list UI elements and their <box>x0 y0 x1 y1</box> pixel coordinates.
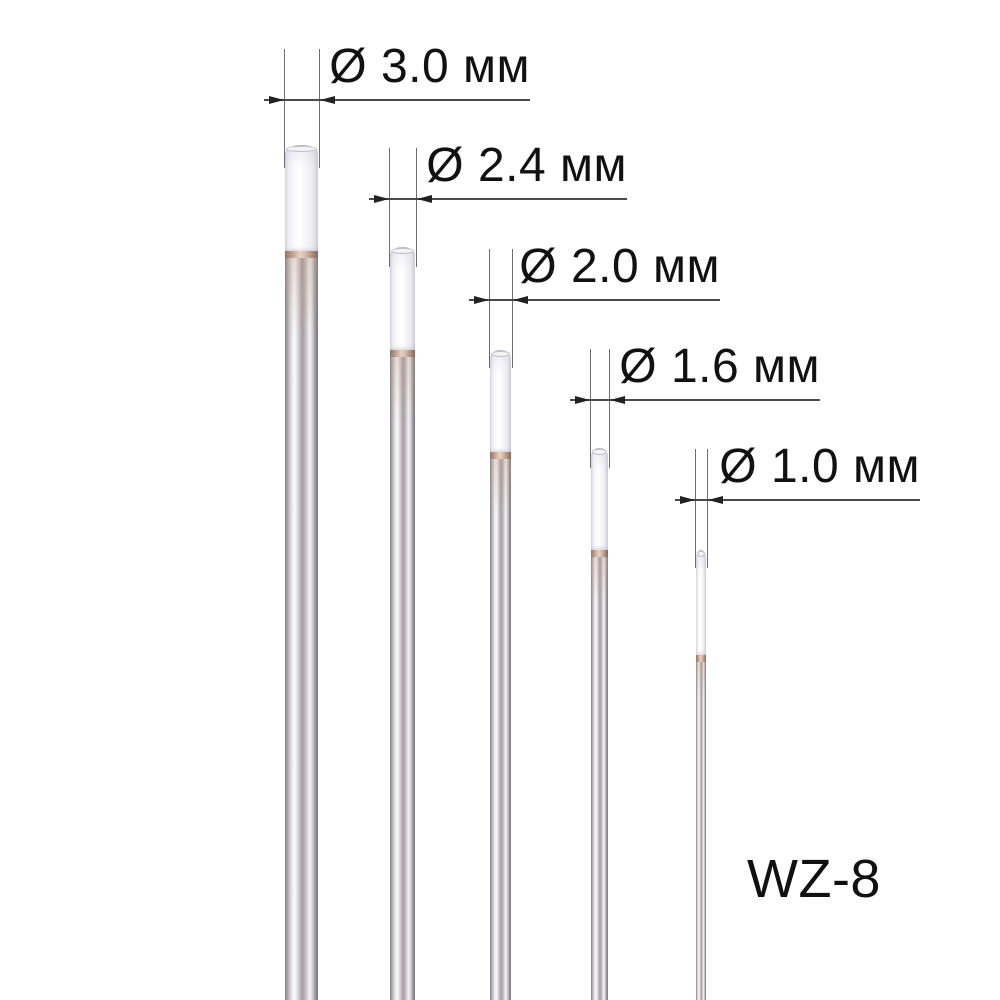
electrode-transition-band <box>489 452 511 459</box>
dimension-line <box>570 399 820 401</box>
extension-line-right <box>319 49 320 168</box>
dimension-arrow-left <box>474 296 489 304</box>
extension-line-left <box>695 449 696 568</box>
electrode-white-tip <box>284 145 318 251</box>
dimension-line <box>264 99 530 101</box>
extension-line-left <box>590 349 591 468</box>
electrode-metal-body <box>696 662 706 1000</box>
electrode-white-tip <box>696 550 706 655</box>
dimension-arrow-right <box>417 195 432 203</box>
electrode-tip-cap <box>285 146 317 152</box>
dimension-arrow-right <box>708 496 723 504</box>
electrode-tip-cap <box>697 551 705 557</box>
electrode-rod <box>284 145 318 1000</box>
dimension-arrow-right <box>610 396 625 404</box>
electrode-transition-band <box>389 350 415 357</box>
electrode-transition-band <box>284 251 318 258</box>
electrode-transition-band <box>590 550 608 557</box>
extension-line-right <box>512 249 513 368</box>
electrode-metal-body <box>284 258 318 1000</box>
dimension-label: Ø 2.0 мм <box>519 240 720 293</box>
model-label: WZ-8 <box>747 849 881 909</box>
dimension-arrow-left <box>374 195 389 203</box>
extension-line-right <box>416 148 417 267</box>
dimension-arrow-right <box>320 96 335 104</box>
electrode-white-tip <box>590 448 608 550</box>
electrode-transition-band <box>696 655 706 662</box>
dimension-arrow-left <box>680 496 695 504</box>
dimension-arrow-left <box>269 96 284 104</box>
dimension-label: Ø 2.4 мм <box>426 139 627 192</box>
extension-line-right <box>707 449 708 568</box>
dimension-line <box>469 299 720 301</box>
electrode-rod <box>389 247 415 1000</box>
electrode-metal-body <box>389 357 415 1000</box>
dimension-label: Ø 3.0 мм <box>329 40 530 93</box>
dimension-arrow-left <box>575 396 590 404</box>
extension-line-right <box>609 349 610 468</box>
dimension-line <box>369 198 627 200</box>
extension-line-left <box>389 148 390 267</box>
electrode-rod <box>696 550 706 1000</box>
electrode-tip-cap <box>490 351 510 357</box>
electrode-tip-cap <box>390 248 414 254</box>
electrode-metal-body <box>489 459 511 1000</box>
electrode-rod <box>590 448 608 1000</box>
extension-line-left <box>284 49 285 168</box>
electrode-tip-cap <box>591 449 607 455</box>
electrode-white-tip <box>489 350 511 452</box>
electrode-rod <box>489 350 511 1000</box>
electrode-white-tip <box>389 247 415 350</box>
extension-line-left <box>489 249 490 368</box>
dimension-line <box>675 499 920 501</box>
dimension-label: Ø 1.6 мм <box>619 340 820 393</box>
electrode-metal-body <box>590 557 608 1000</box>
dimension-label: Ø 1.0 мм <box>719 440 920 493</box>
dimension-arrow-right <box>513 296 528 304</box>
